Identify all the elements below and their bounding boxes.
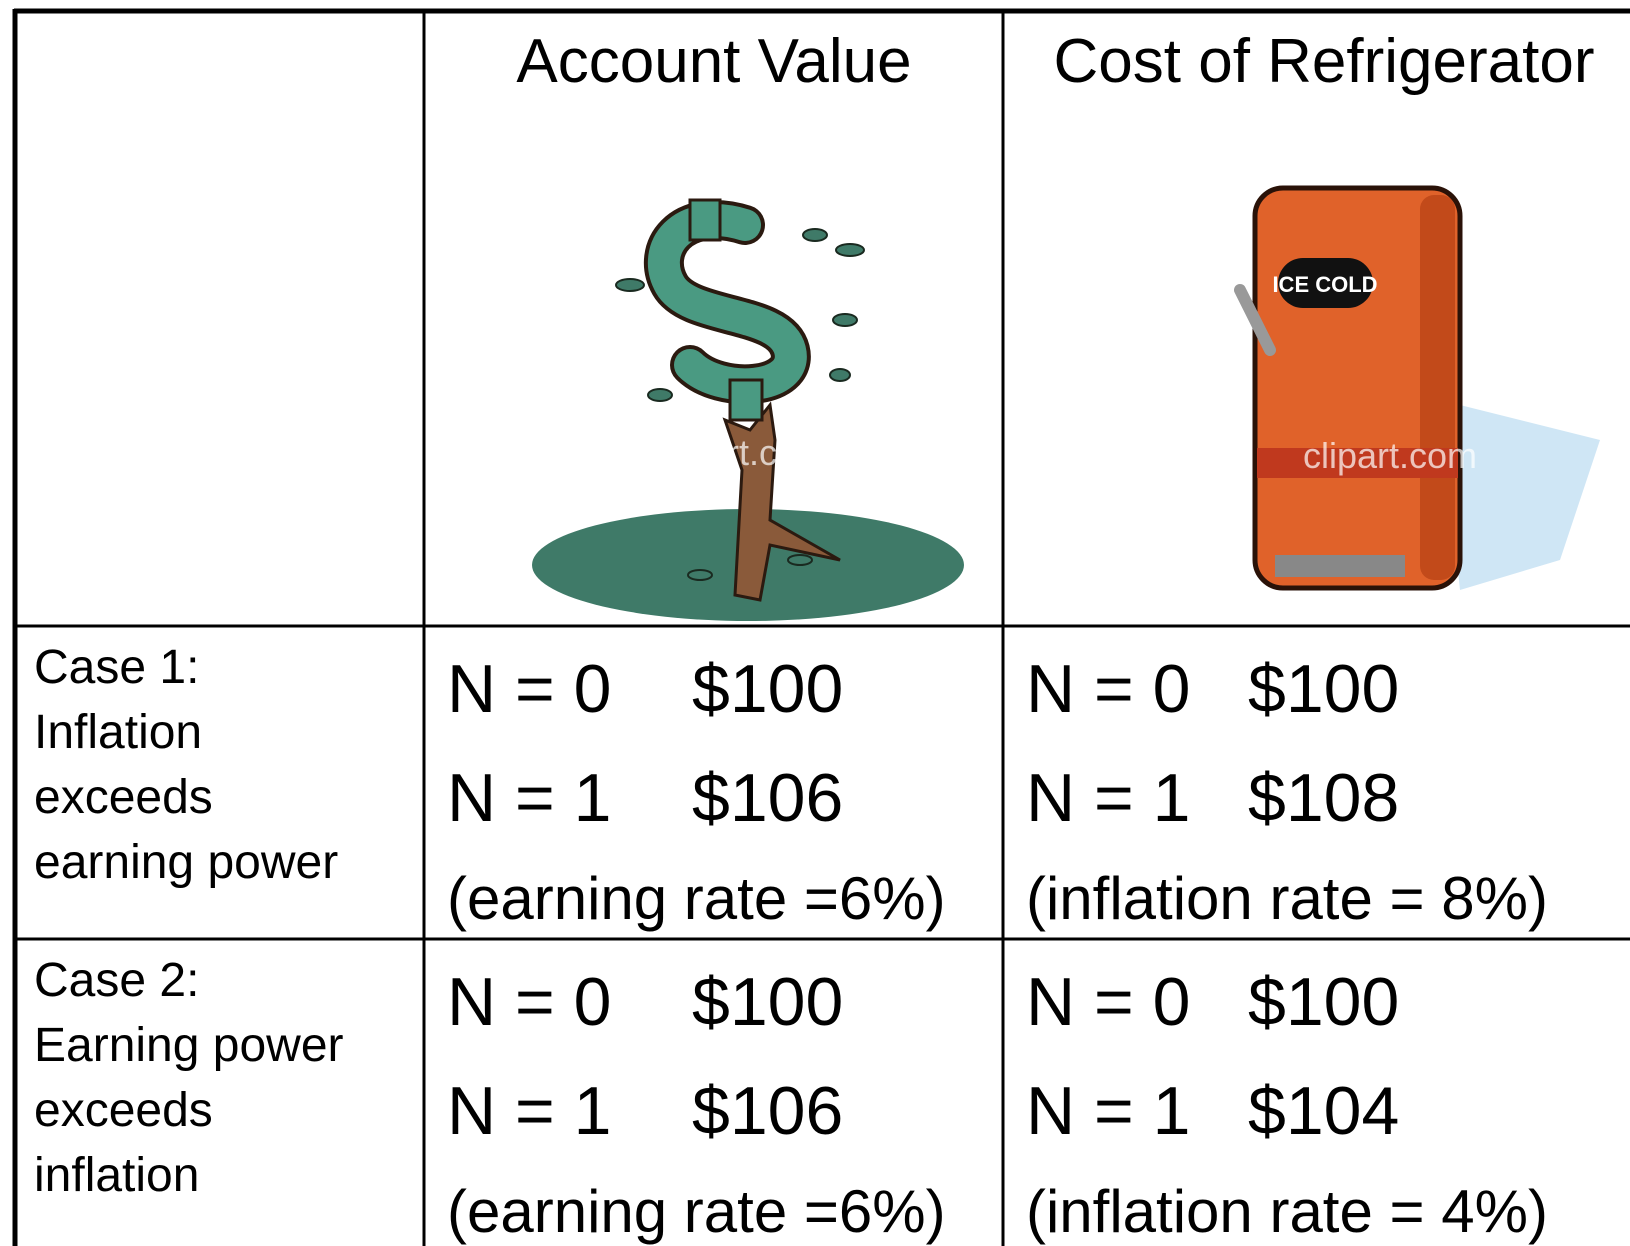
amount: $100 xyxy=(1248,964,1399,1040)
period-label: N = 0 xyxy=(447,651,611,727)
row-label: Case 2: xyxy=(34,954,199,1007)
watermark: clipart.com xyxy=(653,432,827,473)
row-label: exceeds xyxy=(34,1084,213,1137)
amount: $106 xyxy=(692,760,843,836)
period-label: N = 0 xyxy=(1026,651,1190,727)
refrigerator-illustration: ICE COLD clipart.com xyxy=(1240,188,1600,590)
column-header: Cost of Refrigerator xyxy=(1054,27,1595,96)
period-label: N = 0 xyxy=(447,964,611,1040)
fridge-label: ICE COLD xyxy=(1272,272,1377,297)
rate-note: (earning rate =6%) xyxy=(447,865,946,932)
amount: $100 xyxy=(692,651,843,727)
period-label: N = 0 xyxy=(1026,964,1190,1040)
rate-note: (earning rate =6%) xyxy=(447,1178,946,1245)
row-label: Earning power xyxy=(34,1019,344,1072)
amount: $106 xyxy=(692,1073,843,1149)
row-label: earning power xyxy=(34,836,338,889)
period-label: N = 1 xyxy=(447,1073,611,1149)
rate-note: (inflation rate = 4%) xyxy=(1026,1178,1548,1245)
row-label: Case 1: xyxy=(34,641,199,694)
page: Account Value Cost of Refrigerator clipa… xyxy=(0,0,1630,1246)
amount: $108 xyxy=(1248,760,1399,836)
row-label: inflation xyxy=(34,1149,199,1202)
watermark: clipart.com xyxy=(1303,435,1477,476)
row-label: Inflation xyxy=(34,706,202,759)
amount: $100 xyxy=(692,964,843,1040)
rate-note: (inflation rate = 8%) xyxy=(1026,865,1548,932)
table: Account Value Cost of Refrigerator clipa… xyxy=(0,0,1630,1246)
money-tree-illustration: clipart.com xyxy=(532,200,964,621)
period-label: N = 1 xyxy=(1026,760,1190,836)
period-label: N = 1 xyxy=(1026,1073,1190,1149)
amount: $104 xyxy=(1248,1073,1399,1149)
period-label: N = 1 xyxy=(447,760,611,836)
amount: $100 xyxy=(1248,651,1399,727)
row-label: exceeds xyxy=(34,771,213,824)
column-header: Account Value xyxy=(516,27,911,96)
